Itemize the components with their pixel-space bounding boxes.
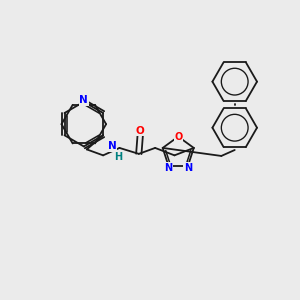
Text: N: N: [165, 163, 173, 173]
Text: N: N: [80, 95, 88, 105]
Text: O: O: [174, 132, 182, 142]
Text: O: O: [136, 126, 145, 136]
Text: H: H: [114, 152, 122, 162]
Text: N: N: [108, 141, 116, 152]
Text: N: N: [184, 163, 192, 173]
